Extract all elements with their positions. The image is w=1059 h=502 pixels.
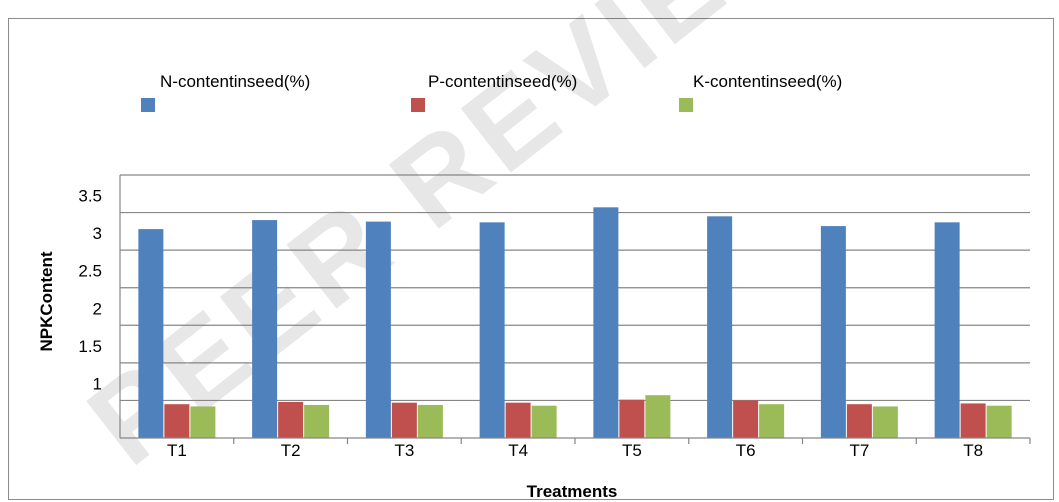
- x-tick-label: T7: [849, 441, 869, 460]
- y-tick-label: 2: [93, 299, 102, 318]
- bar-T4-k: [531, 405, 557, 438]
- bar-T3-p: [391, 402, 417, 438]
- bar-T3-n: [365, 221, 391, 438]
- x-axis-ticks: T1 T2 T3 T4 T5 T6 T7 T8: [167, 438, 1031, 460]
- bar-T5-p: [619, 399, 645, 438]
- bar-T8-n: [934, 222, 960, 438]
- bar-T2-n: [252, 220, 278, 438]
- legend-label: K-contentinseed(%): [693, 72, 842, 91]
- bar-T1-n: [138, 229, 164, 438]
- bar-T8-k: [986, 405, 1012, 438]
- y-tick-label: 2.5: [78, 262, 102, 281]
- y-tick-label: 1.5: [78, 337, 102, 356]
- x-tick-label: T2: [281, 441, 301, 460]
- legend-swatch: [679, 98, 693, 112]
- y-tick-label: 1: [93, 374, 102, 393]
- bar-T8-p: [960, 403, 986, 438]
- bar-T7-n: [820, 226, 846, 438]
- legend-label: P-contentinseed(%): [428, 72, 577, 91]
- legend-swatch: [141, 98, 155, 112]
- bar-T4-p: [505, 402, 531, 438]
- bar-T4-n: [479, 222, 505, 438]
- x-tick-label: T4: [508, 441, 528, 460]
- bar-T7-k: [872, 406, 898, 438]
- bars: [138, 207, 1012, 438]
- x-axis-title: Treatments: [527, 482, 618, 501]
- bar-T5-n: [593, 207, 619, 438]
- legend-swatch: [411, 98, 425, 112]
- bar-T1-p: [164, 404, 190, 438]
- bar-T3-k: [417, 404, 443, 438]
- x-tick-label: T1: [167, 441, 187, 460]
- bar-T1-k: [190, 406, 216, 438]
- bar-T6-p: [733, 400, 759, 438]
- bar-T6-n: [707, 216, 733, 438]
- x-tick-label: T6: [736, 441, 756, 460]
- y-axis-title: NPKContent: [37, 251, 56, 351]
- bar-T2-p: [278, 401, 304, 438]
- y-axis-ticks: 1 1.5 2 2.5 3 3.5: [78, 187, 102, 394]
- bar-T2-k: [304, 404, 330, 438]
- bar-T6-k: [759, 404, 785, 438]
- legend: N-contentinseed(%) P-contentinseed(%) K-co…: [141, 72, 842, 112]
- y-tick-label: 3: [93, 224, 102, 243]
- legend-label: N-contentinseed(%): [160, 72, 310, 91]
- y-tick-label: 3.5: [78, 187, 102, 206]
- bar-T5-k: [645, 395, 671, 438]
- x-tick-label: T8: [963, 441, 983, 460]
- bar-T7-p: [846, 404, 872, 438]
- x-tick-label: T3: [394, 441, 414, 460]
- x-tick-label: T5: [622, 441, 642, 460]
